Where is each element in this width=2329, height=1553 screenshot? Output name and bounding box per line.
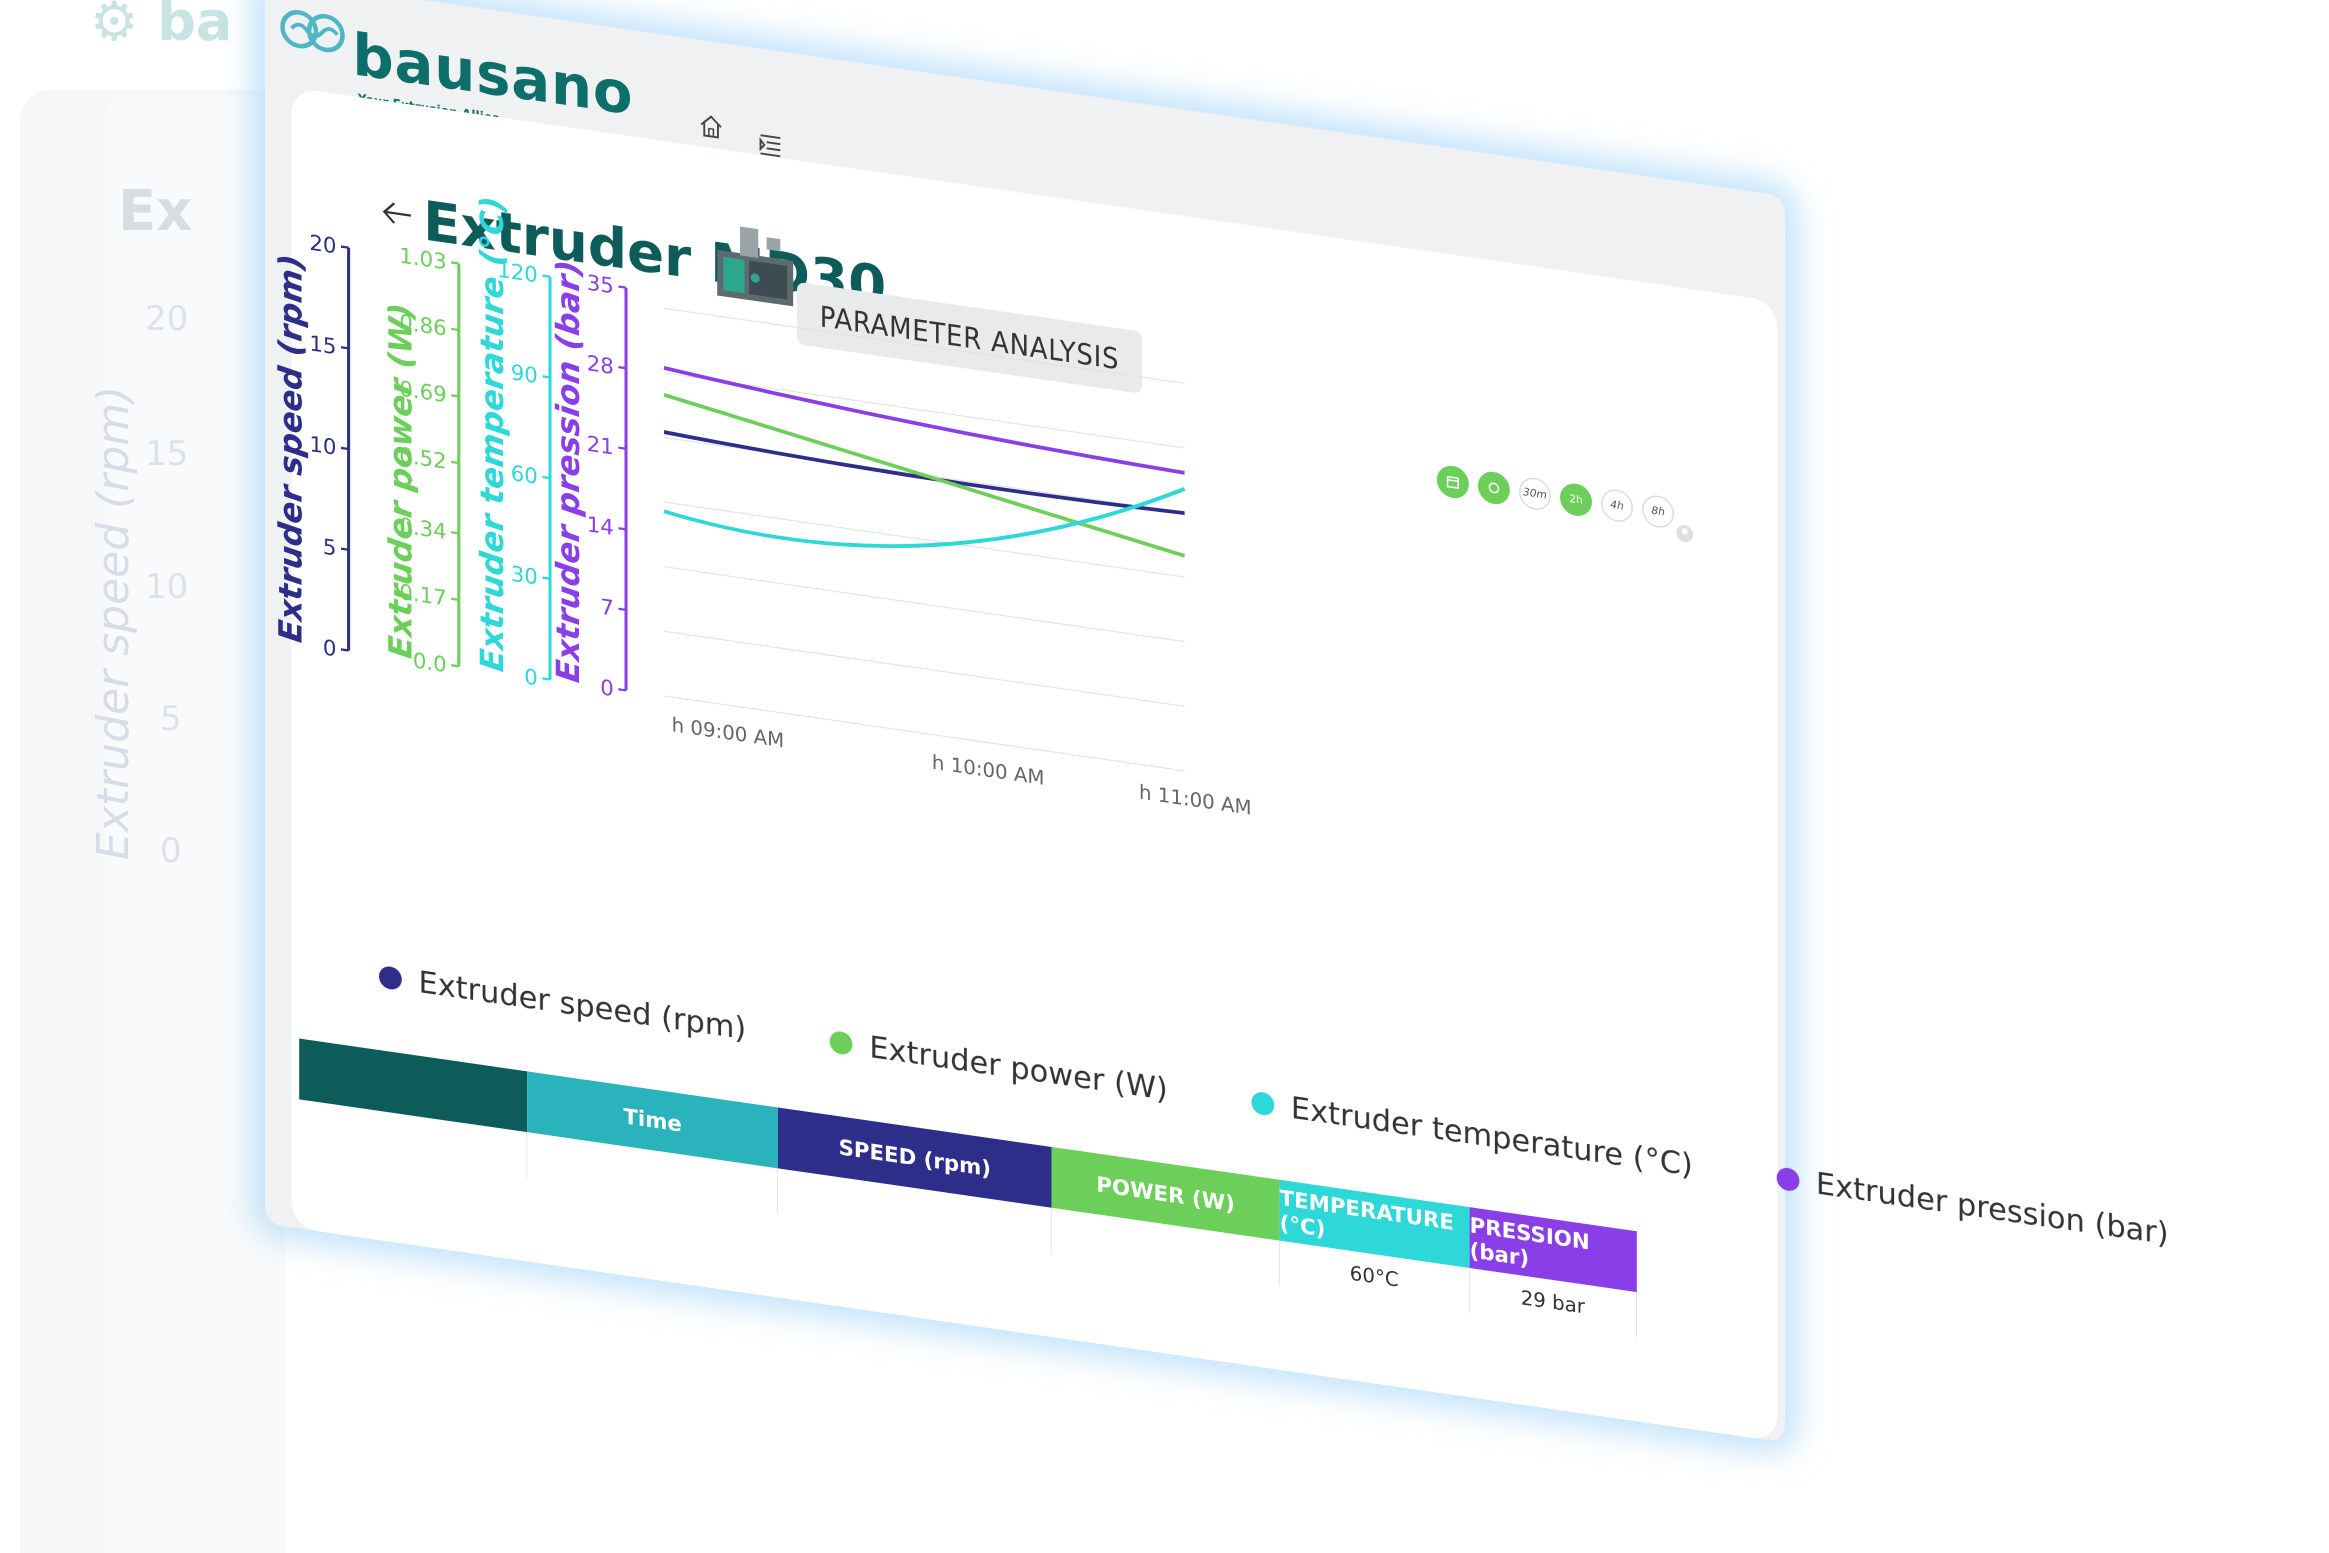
y-axis-tick bbox=[340, 446, 349, 451]
y-tick-label: 0.0 bbox=[413, 648, 447, 678]
y-axis-label: Extruder temperature (°C) bbox=[473, 194, 511, 674]
svg-text:Ex: Ex bbox=[118, 179, 192, 244]
legend-dot bbox=[1776, 1166, 1800, 1193]
y-axis-tick bbox=[618, 527, 626, 531]
y-axis-tick bbox=[542, 576, 550, 580]
refresh-icon[interactable] bbox=[1477, 469, 1510, 507]
y-tick-label: 20 bbox=[309, 231, 336, 260]
y-axis-tick bbox=[618, 446, 626, 450]
y-axis-tick bbox=[542, 375, 550, 379]
y-axis-tick bbox=[340, 346, 349, 350]
bausano-logo-icon bbox=[280, 10, 345, 53]
y-tick-label: 10 bbox=[309, 432, 336, 461]
list-menu-icon[interactable] bbox=[757, 130, 783, 163]
window-frame: bausano Your Extrusion Allies Extruder M… bbox=[265, 0, 2169, 1443]
y-axis-tick bbox=[340, 245, 349, 249]
y-axis-label: Extruder pression (bar) bbox=[549, 258, 587, 685]
brand-logo[interactable]: bausano Your Extrusion Allies bbox=[280, 4, 633, 128]
calendar-icon[interactable] bbox=[1436, 463, 1469, 501]
series-line[interactable] bbox=[663, 366, 1185, 475]
extruder-machine-image bbox=[710, 218, 801, 318]
svg-text:15: 15 bbox=[145, 434, 188, 474]
y-tick-label: 1.03 bbox=[399, 244, 446, 276]
y-tick-label: 21 bbox=[587, 432, 614, 461]
gridline bbox=[663, 501, 1185, 578]
y-axis-tick bbox=[451, 664, 459, 668]
y-tick-label: 35 bbox=[587, 271, 614, 300]
y-axis-tick bbox=[618, 285, 626, 289]
x-tick-label: h 10:00 AM bbox=[932, 751, 1045, 790]
series-line[interactable] bbox=[663, 392, 1185, 558]
y-axis-tick bbox=[618, 607, 626, 612]
y-tick-label: 30 bbox=[511, 562, 538, 591]
y-axis-label: Extruder speed (rpm) bbox=[272, 252, 310, 645]
svg-text:10: 10 bbox=[145, 567, 188, 607]
series-line[interactable] bbox=[663, 414, 1186, 596]
gridline bbox=[663, 630, 1185, 707]
arrow-left-icon[interactable] bbox=[381, 198, 414, 233]
app-window: bausano Your Extrusion Allies Extruder M… bbox=[265, 0, 2169, 1443]
y-tick-label: 0 bbox=[323, 635, 337, 662]
y-tick-label: 120 bbox=[497, 258, 538, 289]
y-axis-tick bbox=[340, 648, 349, 652]
svg-text:⚙ ba: ⚙ ba bbox=[90, 0, 232, 53]
y-tick-label: 15 bbox=[309, 331, 336, 360]
svg-text:5: 5 bbox=[160, 699, 182, 739]
y-axis-tick bbox=[451, 531, 459, 535]
y-axis-tick bbox=[451, 394, 459, 398]
y-axis-label: Extruder power (W) bbox=[382, 301, 420, 661]
x-tick-label: h 11:00 AM bbox=[1139, 781, 1252, 820]
y-axis-tick bbox=[451, 460, 459, 465]
y-axis-tick bbox=[340, 547, 349, 551]
y-axis-tick bbox=[542, 274, 550, 278]
y-tick-label: 14 bbox=[587, 512, 614, 541]
svg-text:0: 0 bbox=[160, 831, 182, 871]
legend-dot bbox=[829, 1029, 853, 1056]
y-axis-tick bbox=[451, 597, 459, 601]
x-tick-label: h 09:00 AM bbox=[672, 713, 785, 752]
gridline bbox=[663, 307, 1185, 384]
y-tick-label: 0 bbox=[600, 675, 614, 702]
y-tick-label: 90 bbox=[511, 360, 538, 389]
series-line[interactable] bbox=[663, 430, 1185, 516]
time-range-selector: 30m 2h 4h 8h bbox=[1436, 463, 1675, 530]
svg-text:Extruder speed (rpm): Extruder speed (rpm) bbox=[88, 386, 139, 860]
y-axis-tick bbox=[451, 327, 459, 332]
y-tick-label: 28 bbox=[587, 351, 614, 380]
svg-text:20: 20 bbox=[145, 299, 188, 339]
y-tick-label: 7 bbox=[600, 595, 614, 622]
y-axis-tick bbox=[451, 261, 459, 265]
gridline bbox=[663, 566, 1185, 643]
gridline bbox=[663, 372, 1185, 449]
y-tick-label: 0 bbox=[524, 664, 538, 691]
gridline bbox=[663, 695, 1185, 772]
home-icon[interactable] bbox=[698, 112, 724, 145]
user-icon[interactable] bbox=[1675, 522, 1695, 548]
legend-dot bbox=[1251, 1090, 1275, 1117]
y-axis-tick bbox=[618, 365, 626, 370]
y-axis-tick bbox=[542, 677, 550, 681]
legend-dot bbox=[379, 964, 402, 991]
y-tick-label: 60 bbox=[511, 461, 538, 490]
y-axis-tick bbox=[618, 688, 626, 692]
y-axis-tick bbox=[542, 475, 550, 480]
y-tick-label: 5 bbox=[323, 535, 337, 562]
